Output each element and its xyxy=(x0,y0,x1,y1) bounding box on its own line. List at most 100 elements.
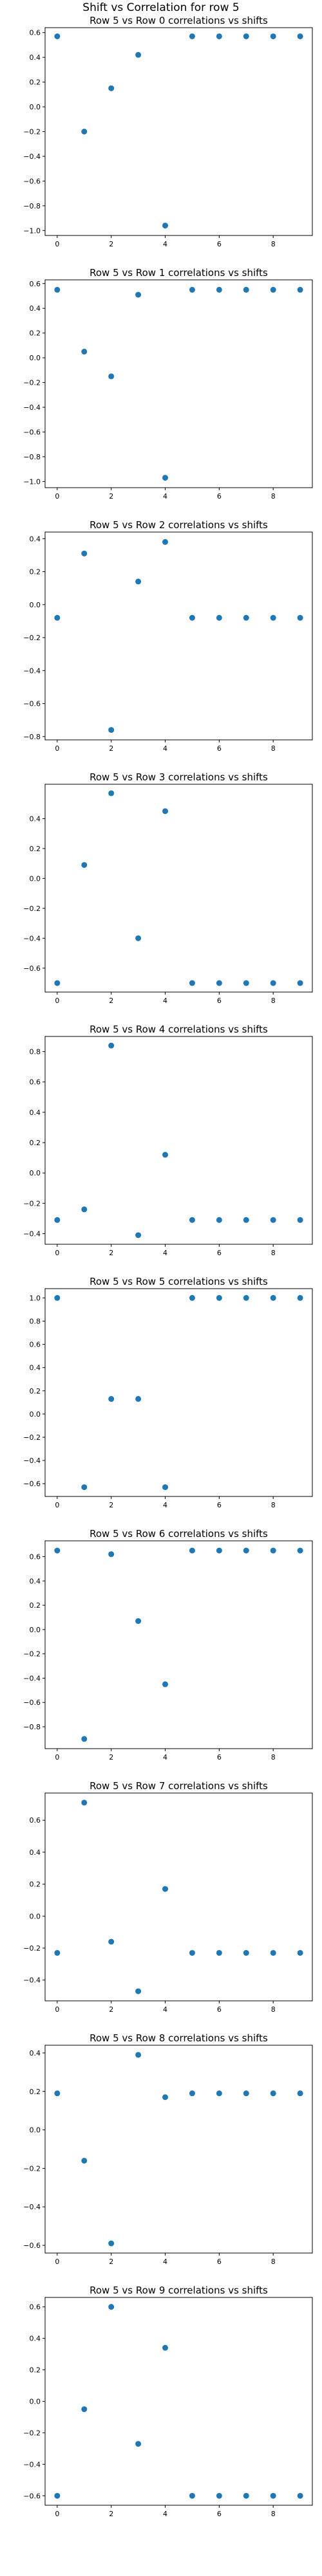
y-tick-label: 0.6 xyxy=(30,280,41,288)
y-tick-label: 0.0 xyxy=(30,2398,41,2406)
y-tick-label: 0.2 xyxy=(30,1601,41,1610)
data-point xyxy=(216,2090,222,2097)
data-point xyxy=(216,286,222,293)
x-tick-label: 0 xyxy=(55,1249,59,1257)
x-tick-label: 0 xyxy=(55,2510,59,2518)
x-tick-label: 8 xyxy=(271,1753,276,1762)
y-tick-label: 0.4 xyxy=(30,1848,41,1857)
data-point xyxy=(189,2090,195,2097)
y-tick-label: −1.0 xyxy=(23,226,41,235)
data-point xyxy=(108,2304,115,2310)
data-point xyxy=(108,1938,115,1945)
x-tick-label: 2 xyxy=(109,744,113,753)
y-tick-label: −0.4 xyxy=(23,934,41,943)
data-point xyxy=(270,1294,276,1301)
data-point xyxy=(297,980,303,986)
x-tick-label: 0 xyxy=(55,240,59,248)
subplot-title: Row 5 vs Row 9 correlations vs shifts xyxy=(90,2285,268,2296)
data-point xyxy=(54,286,61,293)
y-tick-label: 0.0 xyxy=(30,1410,41,1419)
axes-frame xyxy=(44,1288,313,1497)
subplot-8: Row 5 vs Row 8 correlations vs shifts 0 2 4… xyxy=(23,2032,313,2266)
data-point xyxy=(297,33,303,39)
y-tick-label: −0.4 xyxy=(23,1976,41,1985)
y-tick-label: 0.0 xyxy=(30,874,41,883)
x-tick-label: 6 xyxy=(217,2258,222,2266)
subplot-title: Row 5 vs Row 8 correlations vs shifts xyxy=(90,2032,268,2044)
y-tick-label: −0.2 xyxy=(23,634,41,642)
data-point xyxy=(81,2157,88,2164)
subplot-title: Row 5 vs Row 5 correlations vs shifts xyxy=(90,1276,268,1287)
y-tick-label: 0.0 xyxy=(30,354,41,362)
x-tick-label: 4 xyxy=(163,744,167,753)
x-tick-label: 4 xyxy=(163,2510,167,2518)
data-point xyxy=(108,727,115,733)
y-tick-label: 0.0 xyxy=(30,601,41,609)
data-point xyxy=(135,1988,142,1994)
subplot-1: Row 5 vs Row 1 correlations vs shifts 0 2 4… xyxy=(23,267,313,501)
x-tick-label: 2 xyxy=(109,1501,113,1509)
y-tick-label: −0.6 xyxy=(23,177,41,185)
data-point xyxy=(54,2492,61,2499)
x-tick-label: 2 xyxy=(109,240,113,248)
data-point xyxy=(81,349,88,355)
x-tick-label: 2 xyxy=(109,2510,113,2518)
y-tick-label: 0.8 xyxy=(30,1048,41,1056)
y-tick-label: 0.2 xyxy=(30,1881,41,1889)
subplot-6: Row 5 vs Row 6 correlations vs shifts 0 2 4… xyxy=(23,1528,313,1762)
data-point xyxy=(216,980,222,986)
y-tick-label: −0.6 xyxy=(23,428,41,436)
y-tick-label: 0.4 xyxy=(30,2049,41,2057)
axes-frame xyxy=(44,1792,313,2001)
y-tick-label: 0.0 xyxy=(30,1912,41,1920)
y-tick-label: −0.4 xyxy=(23,1457,41,1465)
y-tick-label: −0.4 xyxy=(23,2203,41,2211)
data-point xyxy=(135,1618,142,1624)
data-point xyxy=(270,614,276,621)
y-tick-label: 1.0 xyxy=(30,1294,41,1302)
y-tick-label: 0.0 xyxy=(30,1169,41,1177)
x-tick-label: 6 xyxy=(217,1753,222,1762)
x-tick-label: 6 xyxy=(217,240,222,248)
y-tick-label: −0.2 xyxy=(23,128,41,136)
data-point xyxy=(162,1681,169,1688)
y-tick-label: −0.4 xyxy=(23,403,41,412)
data-point xyxy=(108,2240,115,2247)
data-point xyxy=(243,614,249,621)
x-tick-label: 8 xyxy=(271,492,276,501)
data-point xyxy=(135,578,142,585)
y-tick-label: −0.8 xyxy=(23,202,41,210)
y-tick-label: −0.4 xyxy=(23,2460,41,2469)
data-point xyxy=(189,2492,195,2499)
data-point xyxy=(54,1547,61,1554)
data-point xyxy=(270,2090,276,2097)
x-tick-label: 4 xyxy=(163,1249,167,1257)
data-point xyxy=(189,614,195,621)
data-point xyxy=(162,808,169,814)
data-point xyxy=(243,33,249,39)
data-point xyxy=(135,2052,142,2058)
data-point xyxy=(108,85,115,91)
axes-frame xyxy=(44,531,313,741)
subplot-title: Row 5 vs Row 1 correlations vs shifts xyxy=(90,267,268,279)
subplot-7: Row 5 vs Row 7 correlations vs shifts 0 2 4… xyxy=(23,1780,313,2014)
subplot-title: Row 5 vs Row 0 correlations vs shifts xyxy=(90,15,268,26)
x-tick-label: 4 xyxy=(163,2258,167,2266)
data-point xyxy=(162,1484,169,1491)
y-tick-label: 0.0 xyxy=(30,103,41,111)
data-point xyxy=(135,1395,142,1402)
y-tick-label: 0.2 xyxy=(30,2088,41,2096)
data-point xyxy=(81,129,88,134)
y-tick-label: −0.2 xyxy=(23,379,41,387)
y-tick-label: −0.2 xyxy=(23,905,41,913)
x-tick-label: 6 xyxy=(217,997,222,1005)
data-point xyxy=(162,1886,169,1892)
axes-frame xyxy=(44,2297,313,2506)
x-tick-label: 2 xyxy=(109,997,113,1005)
x-tick-label: 6 xyxy=(217,1501,222,1509)
data-point xyxy=(54,614,61,621)
data-point xyxy=(297,1294,303,1301)
data-point xyxy=(81,861,88,868)
x-tick-label: 0 xyxy=(55,744,59,753)
data-point xyxy=(162,223,169,229)
